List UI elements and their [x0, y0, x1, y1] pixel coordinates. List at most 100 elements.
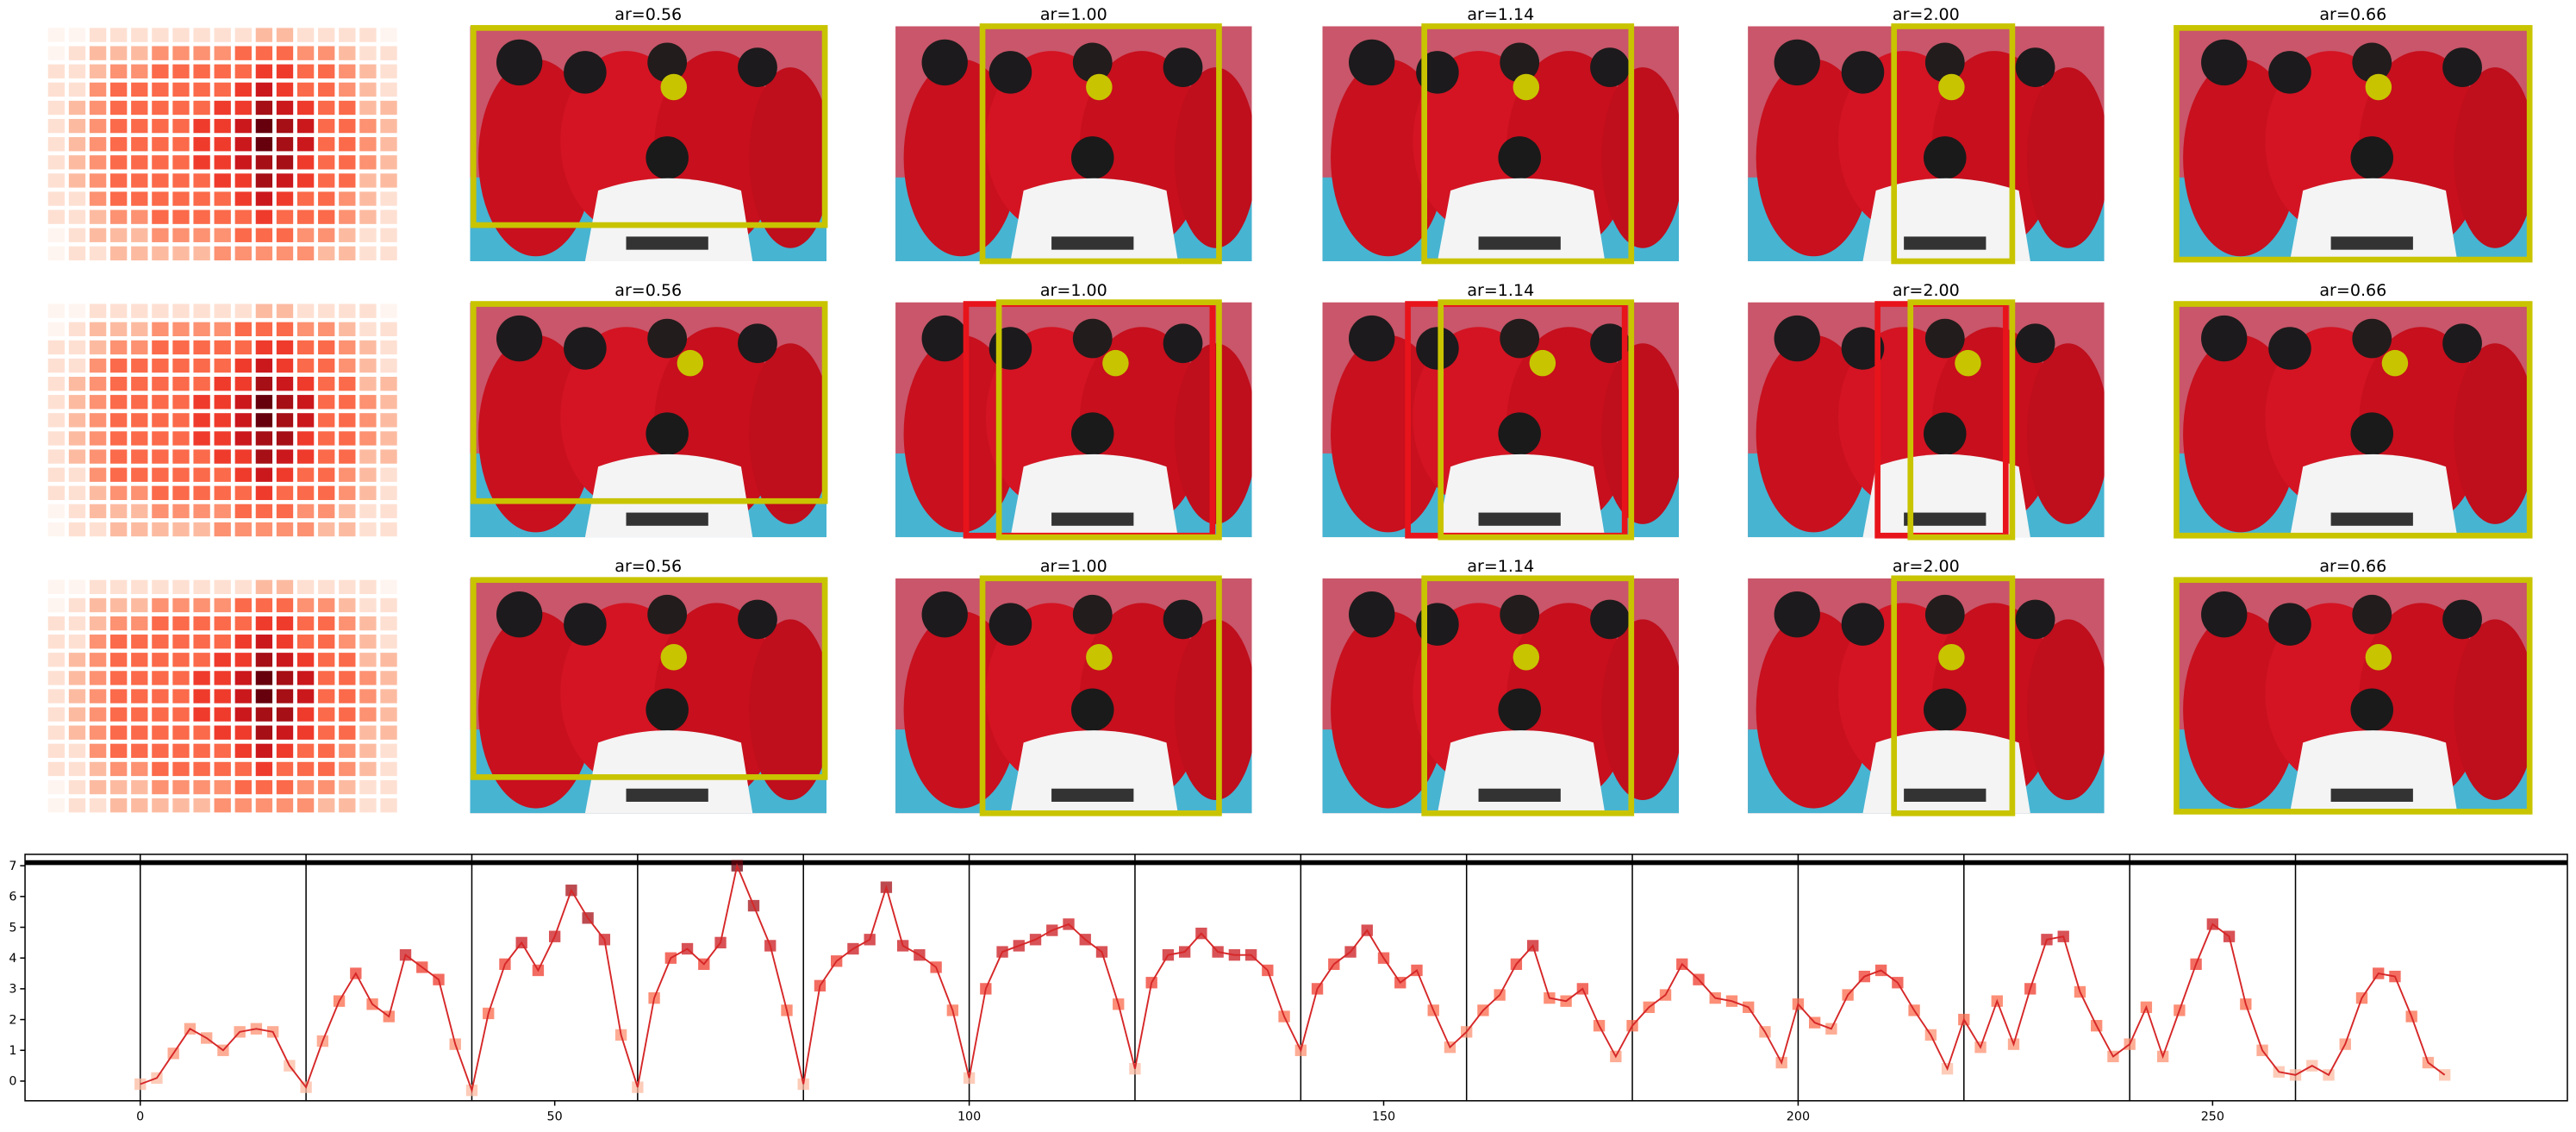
heat-cell — [89, 579, 107, 595]
heat-cell — [172, 635, 190, 649]
heat-cell — [380, 155, 397, 170]
heat-cell — [110, 228, 128, 242]
heat-cell — [172, 413, 190, 428]
heat-cell — [214, 725, 231, 740]
heat-cell — [296, 303, 315, 318]
heat-cell — [193, 597, 210, 613]
heat-cell — [276, 358, 294, 373]
heat-cell — [339, 522, 356, 537]
heat-cell — [276, 191, 294, 206]
heat-cell — [214, 340, 231, 355]
heat-cell — [152, 155, 169, 170]
heat-cell — [47, 653, 65, 667]
heat-cell — [89, 413, 107, 428]
heat-cell — [47, 303, 65, 318]
heat-cell — [276, 671, 294, 685]
heat-cell — [110, 779, 128, 795]
heat-cell — [172, 671, 190, 685]
x-tick-label: 150 — [1372, 1110, 1395, 1124]
heat-cell — [318, 779, 335, 795]
heat-cell — [296, 28, 315, 42]
heat-cell — [339, 467, 356, 482]
heat-cell — [172, 137, 190, 152]
heat-cell — [359, 210, 377, 224]
heat-cell — [89, 376, 107, 391]
heat-cell — [131, 155, 148, 170]
heat-cell — [152, 653, 169, 667]
heat-cell — [255, 137, 273, 152]
heat-cell — [214, 653, 231, 667]
heat-cell — [68, 761, 86, 777]
heat-cell — [89, 597, 107, 613]
panel-title: ar=2.00 — [1893, 557, 1960, 576]
heat-cell — [172, 64, 190, 78]
heat-cell — [193, 522, 210, 537]
heat-cell — [110, 798, 128, 813]
heat-cell — [296, 689, 315, 704]
heat-cell — [339, 46, 356, 60]
heat-cell — [318, 616, 335, 631]
heat-cell — [296, 725, 315, 740]
heat-cell — [359, 522, 377, 537]
center-dot — [2381, 349, 2409, 377]
heat-cell — [318, 28, 335, 42]
heat-cell — [193, 191, 210, 206]
heat-cell — [380, 228, 397, 242]
heat-cell — [193, 761, 210, 777]
heat-cell — [68, 210, 86, 224]
heat-cell — [47, 155, 65, 170]
heat-cell — [89, 155, 107, 170]
heat-cell — [68, 522, 86, 537]
heat-cell — [110, 689, 128, 704]
heat-cell — [234, 395, 252, 410]
heat-cell — [68, 707, 86, 722]
heat-cell — [296, 413, 315, 428]
heat-cell — [255, 503, 273, 519]
heat-cell — [339, 228, 356, 242]
heat-cell — [193, 246, 210, 261]
heat-cell — [380, 485, 397, 500]
heat-cell — [318, 743, 335, 759]
heat-cell — [339, 671, 356, 685]
heat-cell — [68, 137, 86, 152]
heat-cell — [255, 449, 273, 464]
heat-cell — [359, 358, 377, 373]
heat-cell — [234, 798, 252, 813]
heat-cell — [318, 798, 335, 813]
heat-cell — [255, 28, 273, 42]
heat-cell — [172, 358, 190, 373]
heat-cell — [47, 761, 65, 777]
crop-box — [1421, 575, 1635, 816]
heat-cell — [296, 485, 315, 500]
heat-cell — [318, 173, 335, 188]
heat-cell — [380, 522, 397, 537]
heat-cell — [152, 358, 169, 373]
heat-cell — [339, 191, 356, 206]
heat-cell — [276, 118, 294, 134]
series-line — [140, 862, 2446, 1094]
heat-cell — [47, 522, 65, 537]
heat-cell — [214, 46, 231, 60]
heat-cell — [47, 28, 65, 42]
heat-cell — [172, 376, 190, 391]
heat-cell — [318, 467, 335, 482]
photo — [2174, 302, 2532, 538]
heat-cell — [131, 761, 148, 777]
heat-cell — [214, 28, 231, 42]
heat-cell — [89, 707, 107, 722]
heat-cell — [318, 413, 335, 428]
heat-cell — [255, 579, 273, 595]
heat-cell — [296, 100, 315, 116]
heat-cell — [214, 82, 231, 97]
heat-cell — [131, 228, 148, 242]
heat-cell — [47, 173, 65, 188]
heat-cell — [172, 761, 190, 777]
heat-cell — [214, 155, 231, 170]
heat-cell — [152, 743, 169, 759]
heat-cell — [339, 100, 356, 116]
heat-cell — [47, 395, 65, 410]
heat-cell — [68, 779, 86, 795]
heat-cell — [318, 210, 335, 224]
heat-cell — [359, 449, 377, 464]
heat-cell — [318, 579, 335, 595]
